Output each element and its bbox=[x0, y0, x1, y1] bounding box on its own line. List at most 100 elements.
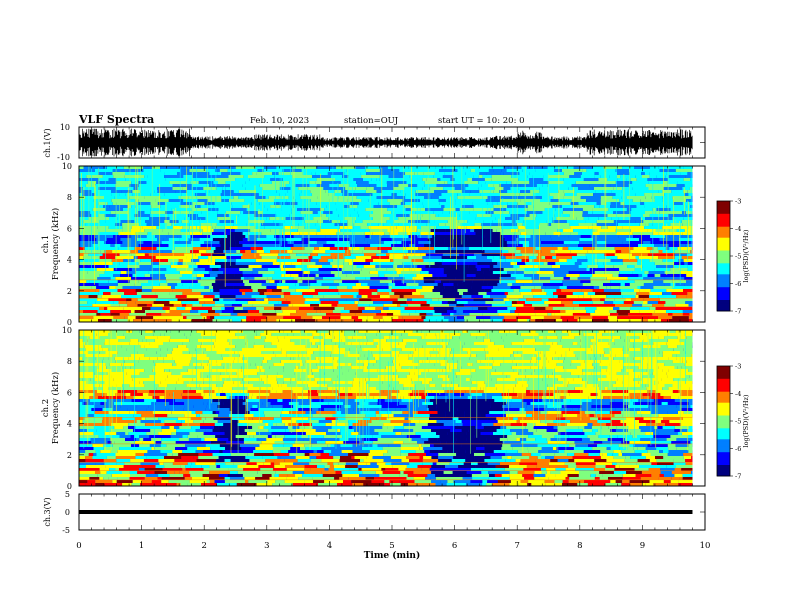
spectrogram-cell bbox=[374, 429, 393, 433]
spectrogram-cell bbox=[617, 378, 634, 382]
spectrogram-cell bbox=[200, 423, 215, 427]
spectrogram-cell bbox=[594, 247, 615, 251]
spectrogram-cell bbox=[301, 178, 317, 182]
spectrogram-cell bbox=[664, 384, 673, 388]
spectrogram-cell bbox=[303, 295, 313, 299]
spectrogram-cell bbox=[408, 220, 421, 224]
spectrogram-cell bbox=[146, 178, 165, 182]
spectrogram-cell bbox=[440, 280, 450, 284]
spectrogram-cell bbox=[192, 274, 197, 278]
spectrogram-cell bbox=[95, 289, 100, 293]
spectrogram-cell bbox=[597, 429, 611, 433]
spectrogram-cell bbox=[375, 411, 380, 415]
spectrogram-cell bbox=[266, 348, 282, 352]
spectrogram-cell bbox=[116, 384, 123, 388]
spectrogram-cell bbox=[491, 378, 497, 382]
spectrogram-cell bbox=[502, 229, 511, 233]
spectrogram-cell bbox=[649, 295, 659, 299]
spectrogram-cell bbox=[393, 187, 405, 191]
spectrogram-cell bbox=[675, 169, 693, 173]
spectrogram-cell bbox=[568, 235, 581, 239]
spectrogram-cell bbox=[496, 417, 514, 421]
spectrogram-cell bbox=[458, 330, 463, 334]
ch1-ytick-top: 10 bbox=[60, 123, 70, 132]
spectrogram-cell bbox=[193, 405, 207, 409]
spectrogram-cell bbox=[220, 393, 226, 397]
spectrogram-cell bbox=[389, 292, 395, 296]
spectrogram-cell bbox=[332, 211, 338, 215]
spectrogram-cell bbox=[632, 181, 649, 185]
spectrogram-cell bbox=[340, 316, 352, 320]
spectrogram-cell bbox=[110, 304, 120, 308]
spectrogram-cell bbox=[270, 250, 279, 254]
spectrogram-cell bbox=[121, 342, 130, 346]
spectrogram-cell bbox=[558, 390, 568, 394]
spectrogram-cell bbox=[189, 223, 201, 227]
spectrogram-cell bbox=[356, 313, 377, 317]
spectrogram-cell bbox=[316, 232, 337, 236]
spectrogram-cell bbox=[460, 333, 471, 337]
spectrogram-cell bbox=[568, 247, 583, 251]
spectrogram-cell bbox=[338, 357, 359, 361]
spectrogram-cell bbox=[367, 423, 384, 427]
spectrogram-cell bbox=[242, 378, 262, 382]
spectrogram-cell bbox=[425, 208, 429, 212]
spectrogram-cell bbox=[200, 313, 220, 317]
spectrogram-cell bbox=[299, 217, 304, 221]
spectrogram-cell bbox=[252, 268, 268, 272]
spectrogram-cell bbox=[174, 426, 180, 430]
spectrogram-cell bbox=[505, 411, 526, 415]
spectrogram-cell bbox=[339, 226, 354, 230]
spectrogram-cell bbox=[398, 316, 403, 320]
spectrogram-cell bbox=[431, 390, 445, 394]
spectrogram-cell bbox=[413, 414, 430, 418]
spectrogram-cell bbox=[523, 295, 534, 299]
spectrogram-cell bbox=[400, 313, 410, 317]
colorbar-segment bbox=[717, 276, 730, 279]
spectrogram-cell bbox=[312, 408, 319, 412]
spectrogram-cell bbox=[556, 333, 569, 337]
spectrogram-cell bbox=[681, 423, 693, 427]
spectrogram-cell bbox=[660, 298, 679, 302]
spectrogram-cell bbox=[567, 259, 578, 263]
spectrogram-cell bbox=[304, 330, 317, 334]
spectrogram-cell bbox=[603, 301, 614, 305]
spectrogram-cell bbox=[164, 274, 183, 278]
spectrogram-cell bbox=[658, 316, 673, 320]
spectrogram-cell bbox=[480, 432, 493, 436]
spectrogram-cell bbox=[614, 247, 634, 251]
spectrogram-cell bbox=[550, 345, 563, 349]
spectrogram-cell bbox=[158, 265, 171, 269]
spectrogram-cell bbox=[510, 354, 514, 358]
spectrogram-cell bbox=[457, 366, 462, 370]
spectrogram-cell bbox=[583, 295, 591, 299]
spectrogram-cell bbox=[338, 301, 355, 305]
spectrogram-cell bbox=[661, 205, 667, 209]
spectrogram-cell bbox=[592, 429, 598, 433]
spectrogram-cell bbox=[311, 193, 329, 197]
spectrogram-cell bbox=[102, 408, 113, 412]
spectrogram-cell bbox=[507, 307, 517, 311]
spectrogram-cell bbox=[96, 375, 112, 379]
spectrogram-cell bbox=[115, 360, 125, 364]
spectrogram-cell bbox=[471, 286, 482, 290]
spectrogram-cell bbox=[485, 384, 496, 388]
spectrogram-cell bbox=[362, 250, 382, 254]
spectrogram-cell bbox=[164, 423, 182, 427]
spectrogram-cell bbox=[662, 250, 675, 254]
spectrogram-cell bbox=[209, 184, 230, 188]
spectrogram-cell bbox=[180, 295, 187, 299]
spectrogram-cell bbox=[225, 348, 232, 352]
spectrogram-cell bbox=[278, 384, 282, 388]
spectrogram-cell bbox=[284, 336, 298, 340]
spectrogram-cell bbox=[688, 304, 693, 308]
spectrogram-cell bbox=[685, 175, 693, 179]
spectrogram-cell bbox=[242, 184, 260, 188]
spectrogram-cell bbox=[549, 202, 571, 206]
spectrogram-cell bbox=[524, 208, 528, 212]
spectrogram-cell bbox=[317, 253, 331, 257]
spectrogram-cell bbox=[378, 432, 396, 436]
spectrogram-cell bbox=[402, 316, 422, 320]
spectrogram-cell bbox=[518, 187, 540, 191]
spectrogram-cell bbox=[561, 354, 576, 358]
